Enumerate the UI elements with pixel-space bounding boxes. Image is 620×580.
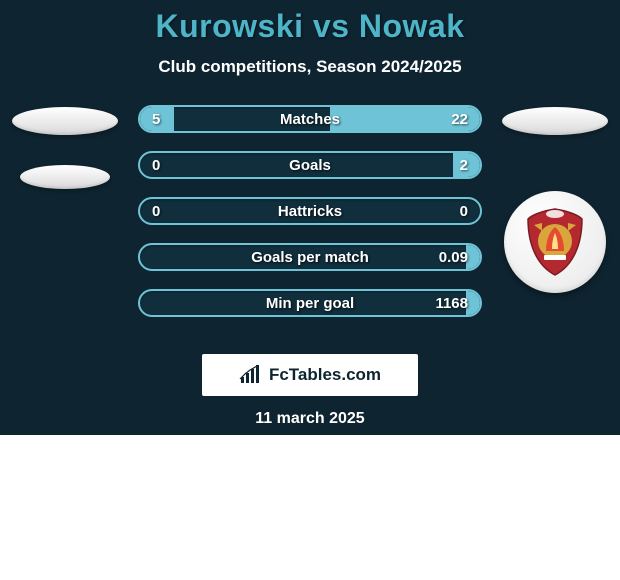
stat-bar: 522Matches <box>138 105 482 133</box>
bar-fill-right <box>466 245 480 269</box>
bar-chart-icon <box>239 365 263 385</box>
brand-text: FcTables.com <box>269 365 381 385</box>
stat-bar: 0 0Hattricks <box>138 197 482 225</box>
bar-value-left: 5 <box>152 107 160 131</box>
bar-label: Goals <box>140 153 480 177</box>
left-badge-placeholder-2 <box>20 165 110 189</box>
stat-bar: 0 2Goals <box>138 151 482 179</box>
bar-fill-right <box>466 291 480 315</box>
comparison-content: 522Matches02Goals00Hattricks0.09Goals pe… <box>0 105 620 365</box>
footer-date: 11 march 2025 <box>0 410 620 428</box>
right-player-badges <box>490 105 620 293</box>
crest-icon <box>516 203 594 281</box>
bar-value-right: 1168 <box>435 291 468 315</box>
bar-value-left: 0 <box>152 153 160 177</box>
bar-label: Min per goal <box>140 291 480 315</box>
bar-value-right: 0 <box>460 199 468 223</box>
bar-label: Hattricks <box>140 199 480 223</box>
bar-value-right: 2 <box>460 153 468 177</box>
bar-value-right: 22 <box>451 107 468 131</box>
left-badge-placeholder-1 <box>12 107 118 135</box>
right-club-crest <box>504 191 606 293</box>
page-subtitle: Club competitions, Season 2024/2025 <box>0 57 620 77</box>
page-title: Kurowski vs Nowak <box>0 0 620 45</box>
stat-bar: 0.09Goals per match <box>138 243 482 271</box>
bar-label: Goals per match <box>140 245 480 269</box>
right-badge-placeholder-1 <box>502 107 608 135</box>
bar-value-left: 0 <box>152 199 160 223</box>
stat-bars: 522Matches02Goals00Hattricks0.09Goals pe… <box>138 105 482 317</box>
brand-badge[interactable]: FcTables.com <box>202 354 418 396</box>
bar-value-right: 0.09 <box>439 245 468 269</box>
stat-bar: 1168Min per goal <box>138 289 482 317</box>
left-player-badges <box>0 105 130 189</box>
comparison-panel: Kurowski vs Nowak Club competitions, Sea… <box>0 0 620 435</box>
